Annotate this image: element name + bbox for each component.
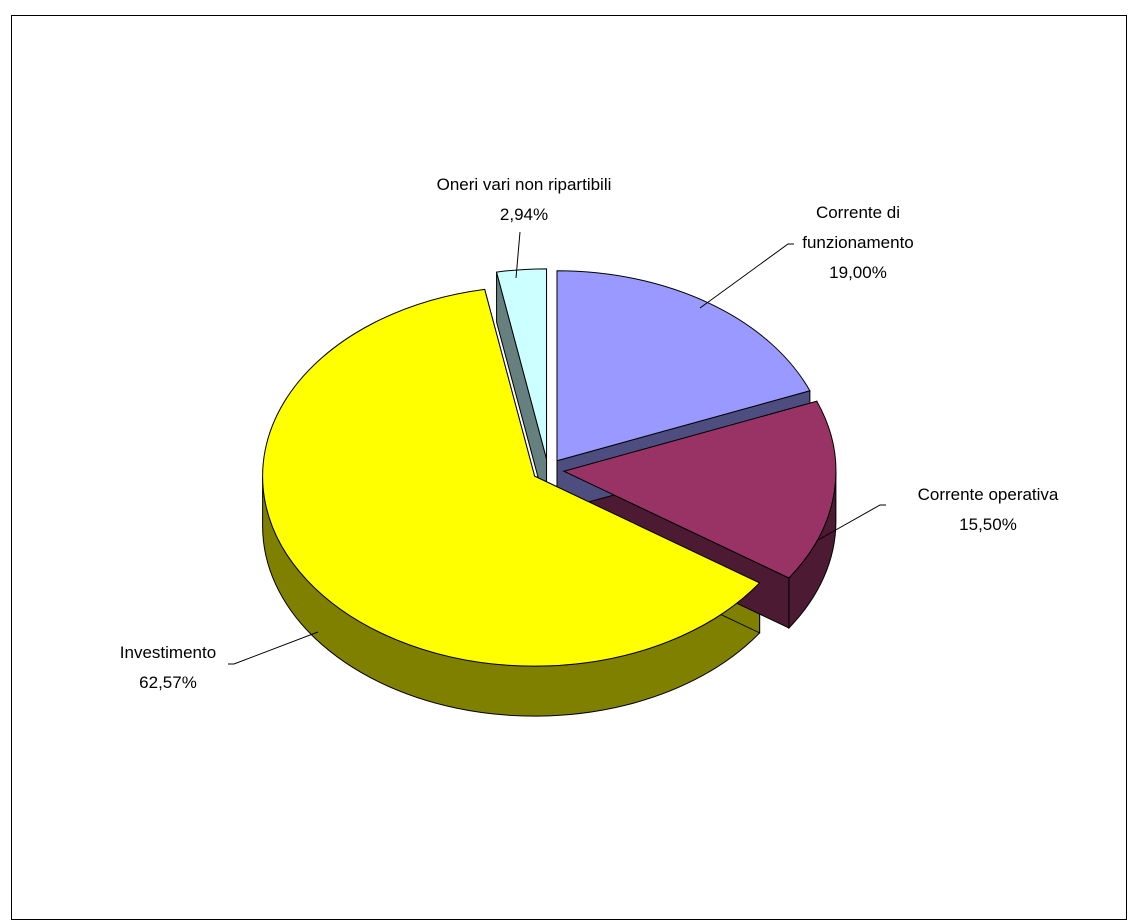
slice-percent-3: 2,94% [500,205,548,224]
slice-percent-1: 15,50% [959,515,1017,534]
slice-3 [495,268,548,459]
leader-line-1 [817,504,886,541]
pie-tops [262,268,837,667]
slice-label-0: funzionamento [802,233,914,252]
leader-line-0 [699,243,794,309]
slice-percent-0: 19,00% [829,263,887,282]
slice-label-3: Oneri vari non ripartibili [437,175,612,194]
slice-label-1: Corrente operativa [918,485,1059,504]
slice-1 [562,400,837,579]
slice-0 [556,270,811,462]
leader-line-2 [228,631,319,665]
slice-label-2: Investimento [120,643,216,662]
slice-percent-2: 62,57% [139,673,197,692]
slice-2 [262,288,761,667]
leader-line-3 [515,231,521,279]
slice-label-0: Corrente di [816,203,900,222]
data-labels: Corrente di funzionamento 19,00% Corrente o… [120,175,1059,692]
